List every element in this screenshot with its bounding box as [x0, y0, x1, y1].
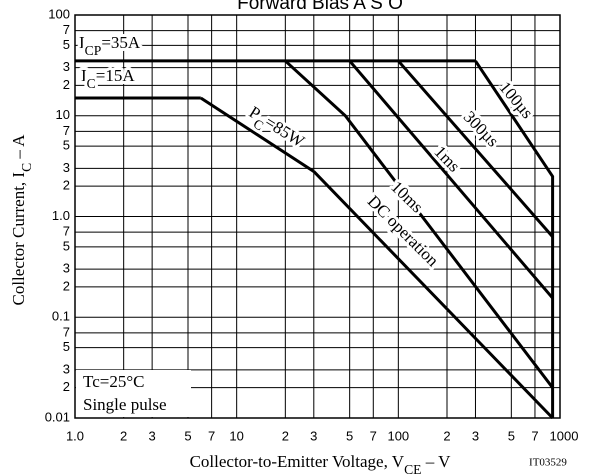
data-line	[312, 170, 554, 420]
y-tick-label: 3	[63, 59, 70, 74]
note-box	[76, 370, 191, 417]
x-tick-label: 2	[443, 428, 450, 443]
x-tick-label: 1000	[550, 428, 579, 443]
series-label: 300µs	[460, 107, 503, 150]
subscript: C	[87, 76, 96, 91]
subscript: C	[19, 163, 34, 172]
y-tick-label: 5	[63, 339, 70, 354]
y-tick-label: 7	[63, 224, 70, 239]
y-tick-label: 2	[63, 178, 70, 193]
y-tick-label: 7	[63, 22, 70, 37]
chart-title: Forward Bias A S O	[237, 0, 403, 14]
y-tick-label: 5	[63, 37, 70, 52]
text-part: Collector-to-Emitter Voltage, V	[190, 452, 405, 471]
series-label: 1ms	[430, 142, 463, 176]
y-tick-label: 7	[63, 324, 70, 339]
x-tick-label: 3	[472, 428, 479, 443]
note: Single pulse	[83, 395, 167, 414]
x-tick-label: 3	[149, 428, 156, 443]
text-part: – A	[9, 134, 28, 163]
y-tick-label: 100	[48, 6, 70, 21]
y-tick-label: 5	[63, 238, 70, 253]
note: Tc=25°C	[83, 372, 144, 391]
x-tick-label: 7	[531, 428, 538, 443]
y-tick-label: 5	[63, 138, 70, 153]
y-tick-label: 0.01	[45, 409, 70, 424]
y-tick-label: 0.1	[52, 309, 70, 324]
x-tick-label: 1.0	[66, 428, 84, 443]
x-tick-label: 5	[508, 428, 515, 443]
text-part: – V	[421, 452, 451, 471]
text-part: =35A	[101, 33, 141, 52]
plot-frame	[74, 14, 561, 419]
x-tick-label: 3	[310, 428, 317, 443]
x-tick-label: 10	[229, 428, 243, 443]
x-tick-label: 7	[370, 428, 377, 443]
data-line	[348, 59, 554, 300]
y-tick-label: 10	[56, 107, 70, 122]
subscript: CE	[404, 462, 421, 475]
y-tick-label: 3	[63, 261, 70, 276]
y-tick-label: 3	[63, 361, 70, 376]
y-tick-label: 2	[63, 278, 70, 293]
x-tick-label: 2	[120, 428, 127, 443]
x-tick-label: 5	[184, 428, 191, 443]
figure-code: IT03529	[529, 457, 567, 469]
series-label: ICP=35A	[79, 33, 141, 58]
y-tick-label: 2	[63, 77, 70, 92]
data-line	[474, 60, 555, 418]
data-line	[397, 59, 554, 238]
y-tick-label: 7	[63, 123, 70, 138]
y-tick-label: 2	[63, 379, 70, 394]
text-part: Collector Current, I	[9, 172, 28, 306]
series-label: IC=15A	[81, 66, 135, 91]
x-axis-label: Collector-to-Emitter Voltage, VCE – V	[190, 452, 452, 475]
y-tick-label: 3	[63, 160, 70, 175]
y-axis-label: Collector Current, IC – A	[9, 134, 34, 306]
x-tick-label: 5	[346, 428, 353, 443]
data-line	[284, 59, 554, 389]
text-part: =15A	[96, 66, 136, 85]
y-tick-label: 1.0	[52, 208, 70, 223]
x-tick-label: 2	[282, 428, 289, 443]
data-line	[199, 96, 315, 173]
subscript: CP	[85, 43, 102, 58]
x-tick-label: 100	[387, 428, 409, 443]
x-tick-label: 7	[208, 428, 215, 443]
